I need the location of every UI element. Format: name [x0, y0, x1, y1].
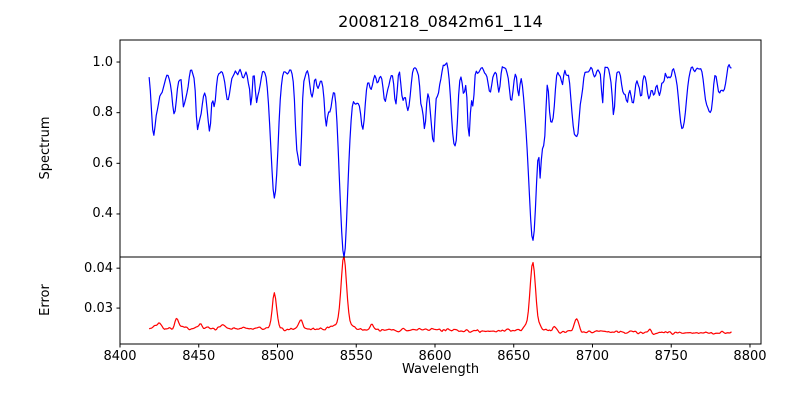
x-tick-label: 8450 — [182, 349, 216, 364]
x-tick-label: 8700 — [575, 349, 610, 364]
spectrum-panel-border — [119, 39, 762, 258]
spectrum-y-tick-label: 0.4 — [92, 206, 113, 222]
axis-tick-marks — [116, 61, 751, 348]
error-line — [148, 257, 732, 336]
x-tick-label: 8600 — [418, 349, 452, 364]
spectrum-panel — [119, 39, 762, 258]
x-tick-label: 8750 — [654, 349, 688, 364]
error-panel-border — [119, 256, 762, 345]
error-y-tick-label: 0.04 — [84, 260, 113, 276]
spectrum-y-tick-label: 0.8 — [92, 105, 113, 121]
x-tick-label: 8650 — [497, 349, 531, 364]
spectrum-y-tick-label: 1.0 — [92, 54, 113, 70]
x-axis-label: Wavelength — [401, 362, 480, 377]
spectrum-y-tick-label: 0.6 — [92, 155, 113, 171]
error-panel — [119, 256, 762, 345]
chart-title: 20081218_0842m61_114 — [338, 12, 543, 31]
x-tick-label: 8550 — [339, 349, 373, 364]
spectrum-line — [148, 62, 732, 257]
x-tick-label: 8500 — [260, 349, 295, 364]
x-tick-label: 8800 — [733, 349, 767, 364]
x-tick-label: 8400 — [103, 349, 137, 364]
error-y-tick-label: 0.03 — [84, 300, 113, 316]
